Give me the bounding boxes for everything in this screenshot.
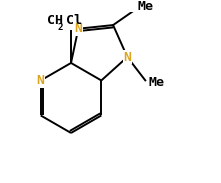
Text: N: N [74,22,82,35]
Text: N: N [123,51,131,64]
Text: Me: Me [149,76,165,89]
Text: Cl: Cl [66,14,82,27]
Text: CH: CH [47,14,63,27]
Text: Me: Me [137,0,153,13]
Text: 2: 2 [57,23,63,31]
Text: N: N [37,74,45,87]
